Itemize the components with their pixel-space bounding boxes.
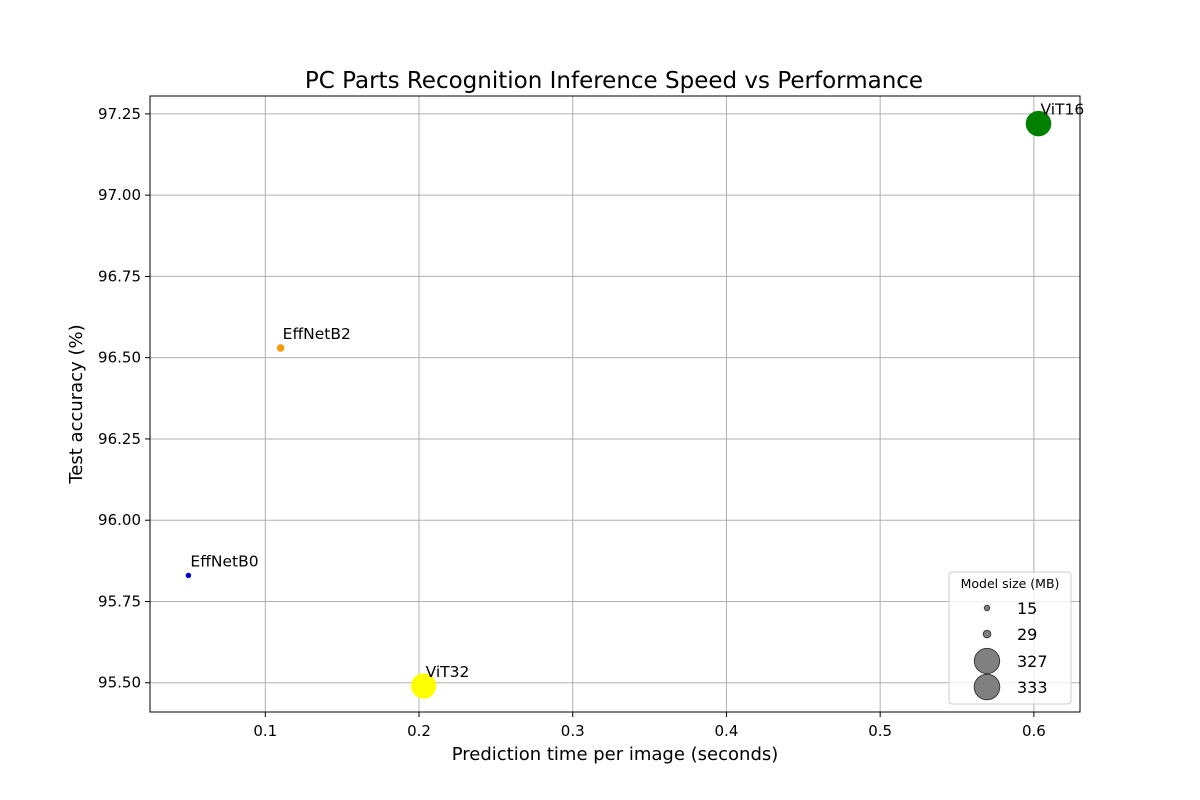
y-tick-label: 96.50 bbox=[98, 349, 141, 367]
grid bbox=[150, 96, 1080, 712]
point-label-effnetb0: EffNetB0 bbox=[190, 552, 258, 570]
legend-size-marker bbox=[983, 604, 991, 612]
data-point-vit32 bbox=[410, 673, 437, 699]
legend-size-marker bbox=[982, 629, 992, 639]
y-tick-label: 96.00 bbox=[98, 511, 141, 529]
data-point-effnetb0 bbox=[185, 572, 192, 579]
x-tick-label: 0.1 bbox=[253, 722, 277, 740]
legend-box bbox=[948, 571, 1072, 705]
legend-title: Model size (MB) bbox=[961, 576, 1060, 591]
axis-ticks: 0.1 0.2 0.3 0.4 0.5 0.6 95.50 95.75 96.00 96.25 96… bbox=[98, 105, 1046, 740]
x-tick-label: 0.6 bbox=[1022, 722, 1046, 740]
legend-entry-label: 15 bbox=[1017, 599, 1037, 618]
x-tick-label: 0.4 bbox=[715, 722, 739, 740]
data-point-effnetb2 bbox=[276, 344, 285, 352]
x-tick-label: 0.2 bbox=[407, 722, 431, 740]
x-tick-label: 0.3 bbox=[561, 722, 585, 740]
y-axis-label: Test accuracy (%) bbox=[66, 324, 87, 484]
y-tick-label: 96.25 bbox=[98, 430, 141, 448]
data-points: EffNetB0 EffNetB2 ViT32 ViT16 bbox=[185, 101, 1084, 699]
chart-title: PC Parts Recognition Inference Speed vs … bbox=[305, 68, 923, 94]
point-label-vit16: ViT16 bbox=[1040, 101, 1084, 119]
legend-size-marker bbox=[973, 673, 1001, 701]
y-tick-label: 95.50 bbox=[98, 674, 141, 692]
legend: Model size (MB) 15 29 327 333 bbox=[948, 571, 1072, 705]
y-tick-label: 97.00 bbox=[98, 186, 141, 204]
legend-entry-label: 333 bbox=[1017, 678, 1048, 697]
y-tick-label: 95.75 bbox=[98, 592, 141, 610]
legend-entries: 15 29 327 333 bbox=[973, 599, 1048, 701]
point-label-vit32: ViT32 bbox=[426, 663, 470, 681]
x-tick-label: 0.5 bbox=[868, 722, 892, 740]
point-label-effnetb2: EffNetB2 bbox=[283, 325, 351, 343]
plot-area-frame bbox=[149, 95, 1081, 713]
legend-entry-label: 327 bbox=[1017, 652, 1048, 671]
x-axis-label: Prediction time per image (seconds) bbox=[452, 744, 779, 765]
legend-size-marker bbox=[973, 647, 1001, 675]
y-tick-label: 97.25 bbox=[98, 105, 141, 123]
y-tick-label: 96.75 bbox=[98, 267, 141, 285]
data-point-vit16 bbox=[1025, 110, 1052, 137]
legend-entry-label: 29 bbox=[1017, 625, 1037, 644]
